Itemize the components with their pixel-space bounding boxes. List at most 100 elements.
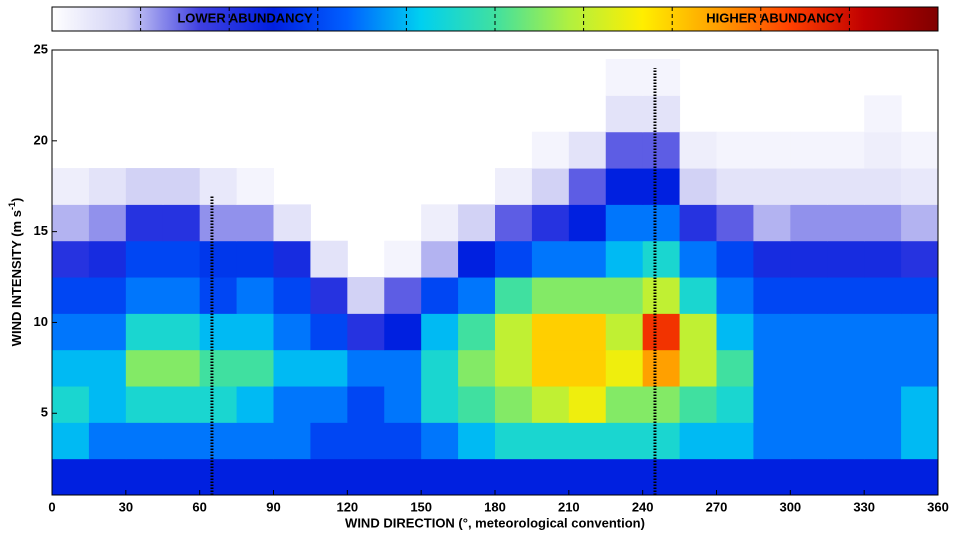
heat-cell	[901, 168, 938, 205]
heat-cell	[790, 240, 828, 278]
heat-cell	[458, 386, 496, 423]
heat-cell	[125, 240, 164, 278]
heat-cell	[568, 131, 607, 169]
heat-cell	[458, 422, 496, 460]
x-tick-label: 300	[779, 499, 801, 514]
heat-cell	[162, 277, 201, 314]
heat-cell	[790, 313, 828, 351]
heat-cell	[347, 313, 385, 351]
heat-cell	[125, 349, 164, 387]
heat-cell	[790, 131, 828, 169]
heat-cell	[679, 204, 717, 242]
heat-cell	[495, 313, 533, 351]
heat-cell	[52, 422, 90, 460]
colorbar-low-label: LOWER ABUNDANCY	[177, 10, 313, 25]
heat-cell	[88, 313, 127, 351]
heat-cell	[236, 458, 274, 495]
heat-cell	[236, 204, 274, 242]
heat-cell	[495, 240, 533, 278]
heat-cell	[864, 349, 902, 387]
heat-cell	[790, 349, 828, 387]
heat-cell	[495, 349, 533, 387]
heat-cell	[827, 204, 865, 242]
heat-cell	[901, 313, 938, 351]
heat-cell	[88, 422, 127, 460]
heat-cell	[421, 349, 459, 387]
heat-cell	[458, 277, 496, 314]
heat-cell	[864, 277, 902, 314]
heat-cell	[199, 422, 238, 460]
heat-cell	[716, 240, 754, 278]
heat-cell	[901, 386, 938, 423]
heat-cell	[716, 386, 754, 423]
heat-cell	[162, 313, 201, 351]
heat-cell	[236, 240, 274, 278]
heat-cell	[605, 240, 644, 278]
heat-cell	[88, 458, 127, 495]
heat-cell	[88, 240, 127, 278]
heat-cell	[827, 313, 865, 351]
heat-cell	[384, 386, 422, 423]
heat-cell	[642, 168, 681, 205]
x-tick-label: 90	[266, 499, 280, 514]
heat-cell	[531, 313, 570, 351]
heat-cell	[642, 349, 681, 387]
heat-cell	[827, 131, 865, 169]
y-tick-label: 5	[41, 405, 48, 420]
heat-cell	[88, 349, 127, 387]
heat-cell	[642, 204, 681, 242]
heat-cell	[605, 422, 644, 460]
heat-cell	[716, 277, 754, 314]
heat-cell	[642, 131, 681, 169]
heat-cell	[531, 204, 570, 242]
heat-cell	[642, 240, 681, 278]
heat-cell	[162, 204, 201, 242]
x-tick-label: 120	[336, 499, 358, 514]
heat-cell	[384, 349, 422, 387]
heat-cell	[568, 204, 607, 242]
heat-cell	[125, 422, 164, 460]
heat-cell	[236, 349, 274, 387]
heat-cell	[531, 240, 570, 278]
heat-cell	[199, 168, 238, 205]
heat-cell	[679, 240, 717, 278]
heat-cell	[679, 422, 717, 460]
heat-cell	[347, 349, 385, 387]
heat-cell	[568, 240, 607, 278]
heatmap	[52, 59, 938, 495]
heat-cell	[864, 168, 902, 205]
heat-cell	[753, 277, 791, 314]
heat-cell	[531, 131, 570, 169]
heat-cell	[236, 313, 274, 351]
heat-cell	[495, 458, 533, 495]
colorbar-high-label: HIGHER ABUNDANCY	[706, 10, 844, 25]
heat-cell	[384, 422, 422, 460]
heat-cell	[568, 458, 607, 495]
heat-cell	[310, 240, 348, 278]
heat-cell	[495, 204, 533, 242]
heat-cell	[273, 349, 311, 387]
heat-cell	[901, 458, 938, 495]
heat-cell	[605, 168, 644, 205]
heat-cell	[790, 458, 828, 495]
heat-cell	[88, 277, 127, 314]
heat-cell	[864, 458, 902, 495]
heat-cell	[864, 131, 902, 169]
heat-cell	[605, 313, 644, 351]
heat-cell	[273, 313, 311, 351]
heat-cell	[52, 204, 90, 242]
x-tick-label: 150	[410, 499, 432, 514]
y-axis-label-suffix: )	[9, 198, 24, 202]
heat-cell	[125, 168, 164, 205]
heat-cell	[125, 204, 164, 242]
heat-cell	[199, 349, 238, 387]
heat-cell	[642, 458, 681, 495]
heat-cell	[531, 458, 570, 495]
heat-cell	[273, 422, 311, 460]
heat-cell	[864, 204, 902, 242]
x-tick-label: 360	[927, 499, 949, 514]
heat-cell	[790, 168, 828, 205]
heat-cell	[421, 277, 459, 314]
heat-cell	[716, 349, 754, 387]
heat-cell	[162, 386, 201, 423]
